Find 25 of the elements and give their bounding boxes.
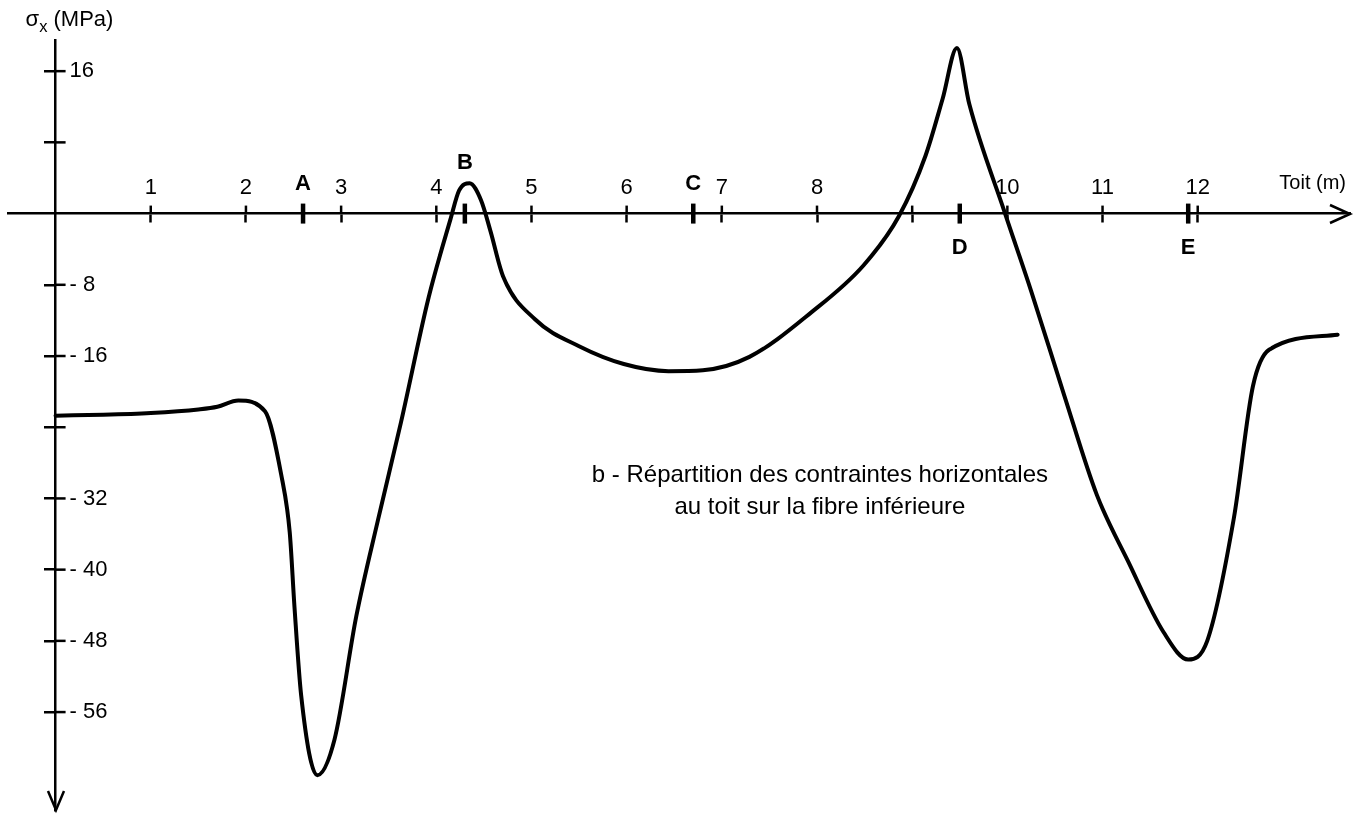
x-tick-label: 2 [239,173,253,199]
ref-line-label: C [685,169,702,195]
x-tick-label: 8 [810,173,824,199]
x-tick-label: 4 [430,173,443,199]
ref-line-label: D [951,233,968,259]
y-tick-label: - 8 [69,270,96,296]
annotation: b - Répartition des contraintes horizontales au toit sur la fibre inférieure [591,459,1049,519]
x-tick-label: 1 [144,173,157,199]
x-axis-title: Toit (m) [1279,171,1346,194]
ref-line-label: E [1180,233,1196,259]
y-tick-label: - 32 [69,484,108,510]
x-tick-label: 11 [1091,173,1114,199]
y-tick-label: - 40 [69,555,108,581]
y-tick-label: - 56 [69,698,108,724]
ref-line-label: A [295,169,312,195]
y-tick-label: - 16 [69,342,108,368]
x-tick-label: 12 [1185,173,1210,199]
y-tick-label: - 48 [69,626,108,652]
x-tick-label: 10 [995,173,1020,199]
ref-line-label: B [456,148,473,174]
x-tick-label: 5 [525,173,538,199]
x-tick-label: 7 [715,173,728,199]
x-tick-label: 6 [620,173,633,199]
x-tick-label: 3 [335,173,348,199]
y-tick-label: 16 [69,57,95,83]
